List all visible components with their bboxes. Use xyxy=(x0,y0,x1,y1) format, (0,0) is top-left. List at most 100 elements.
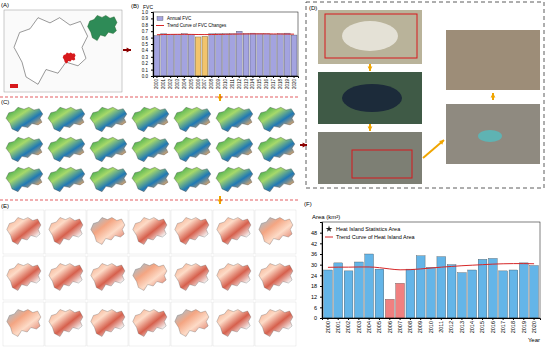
bar xyxy=(209,34,215,76)
y-axis-title: Area (km²) xyxy=(312,214,340,220)
tick-label: 0.6 xyxy=(142,36,149,41)
map-thumbnail xyxy=(175,264,209,291)
tick-mark xyxy=(534,318,535,320)
bar xyxy=(478,259,487,318)
y-tick: 0.0 xyxy=(142,74,153,79)
tick-label: 2010 xyxy=(223,79,228,90)
x-tick: 2001 xyxy=(335,318,341,333)
axis-line xyxy=(151,13,154,77)
x-tick: 2002 xyxy=(345,318,351,333)
tick-mark xyxy=(151,70,153,71)
bar xyxy=(216,34,222,76)
bar xyxy=(181,34,187,76)
tick-label: 2008 xyxy=(407,321,413,333)
x-tick: 2015 xyxy=(479,318,485,333)
tick-label: 2010 xyxy=(428,321,434,333)
tick-mark xyxy=(151,38,153,39)
y-tick: 0.8 xyxy=(142,23,153,28)
bar xyxy=(195,37,201,76)
map-cell xyxy=(213,256,254,300)
map-grid xyxy=(3,210,296,346)
map-thumbnail xyxy=(258,167,295,191)
tick-label: 2005 xyxy=(376,321,382,333)
map-cell xyxy=(3,302,44,346)
tick-label: 36 xyxy=(311,251,317,257)
bar xyxy=(154,36,160,76)
map-thumbnail xyxy=(90,137,127,161)
tick-mark xyxy=(151,44,153,45)
bar xyxy=(375,269,384,318)
panel-label: (B) xyxy=(131,3,139,9)
legend-label: Trend Curve of FVC Changes xyxy=(167,23,227,28)
bar xyxy=(427,267,436,318)
tick-mark xyxy=(358,318,359,320)
map-thumbnail xyxy=(258,107,295,131)
map-thumbnail xyxy=(6,167,43,191)
tick-mark xyxy=(420,318,421,320)
x-tick: 2012 xyxy=(237,76,242,89)
tick-label: 2013 xyxy=(244,79,249,90)
arrow-head xyxy=(368,127,373,131)
tick-label: 2006 xyxy=(196,79,201,90)
tick-mark xyxy=(338,318,339,320)
image-feature xyxy=(478,130,502,142)
y-tick: 42 xyxy=(311,241,322,247)
tick-label: 2007 xyxy=(397,321,403,333)
tick-label: 2002 xyxy=(168,79,173,90)
tick-label: 0.4 xyxy=(142,48,149,53)
tick-label: 2014 xyxy=(250,79,255,90)
panel-label: (F) xyxy=(304,201,312,207)
bar xyxy=(188,34,194,76)
tick-label: 2012 xyxy=(448,321,454,333)
legend-marker xyxy=(156,25,164,26)
map-thumbnail xyxy=(48,167,85,191)
tick-mark xyxy=(400,318,401,320)
x-tick: 2014 xyxy=(250,76,255,89)
highlight-box xyxy=(352,150,412,178)
tick-label: 2011 xyxy=(230,79,235,89)
tick-mark xyxy=(204,76,205,78)
x-tick: 2010 xyxy=(223,76,228,89)
map-panel xyxy=(4,10,122,92)
tick-label: 2012 xyxy=(237,79,242,90)
map-cell xyxy=(87,256,128,300)
trend-line xyxy=(328,264,534,270)
tick-label: 2001 xyxy=(335,321,341,333)
map-thumbnail xyxy=(7,310,41,337)
bar xyxy=(385,299,394,318)
tick-mark xyxy=(280,76,281,78)
axis-line xyxy=(323,319,541,321)
tick-label: 2004 xyxy=(182,79,187,90)
tick-mark xyxy=(320,307,322,308)
bar xyxy=(365,254,374,318)
tick-label: 1.0 xyxy=(142,10,149,15)
y-tick: 12 xyxy=(311,294,322,300)
satellite-image xyxy=(446,104,540,164)
x-tick: 2003 xyxy=(356,318,362,333)
y-tick: 0.4 xyxy=(142,48,153,53)
x-tick: 2011 xyxy=(438,318,444,333)
map-cell xyxy=(171,302,212,346)
x-tick: 2018 xyxy=(278,76,283,89)
y-tick: 18 xyxy=(311,283,322,289)
tick-label: 2015 xyxy=(257,79,262,90)
map-thumbnail xyxy=(258,137,295,161)
bar xyxy=(354,262,363,318)
tick-mark xyxy=(225,76,226,78)
tick-label: 2006 xyxy=(387,321,393,333)
tick-label: 2016 xyxy=(490,321,496,333)
map-thumbnail xyxy=(90,107,127,131)
map-thumbnail xyxy=(216,137,253,161)
tick-mark xyxy=(218,76,219,78)
map-thumbnail xyxy=(6,107,43,131)
x-tick: 2017 xyxy=(271,76,276,89)
map-thumbnail xyxy=(91,264,125,291)
y-tick: 0.6 xyxy=(142,36,153,41)
tick-mark xyxy=(273,76,274,78)
map-thumbnail xyxy=(91,218,125,245)
tick-mark xyxy=(151,76,153,77)
bar xyxy=(243,34,249,76)
tick-mark xyxy=(287,76,288,78)
tick-label: 0.8 xyxy=(142,23,149,28)
bar xyxy=(437,257,446,318)
